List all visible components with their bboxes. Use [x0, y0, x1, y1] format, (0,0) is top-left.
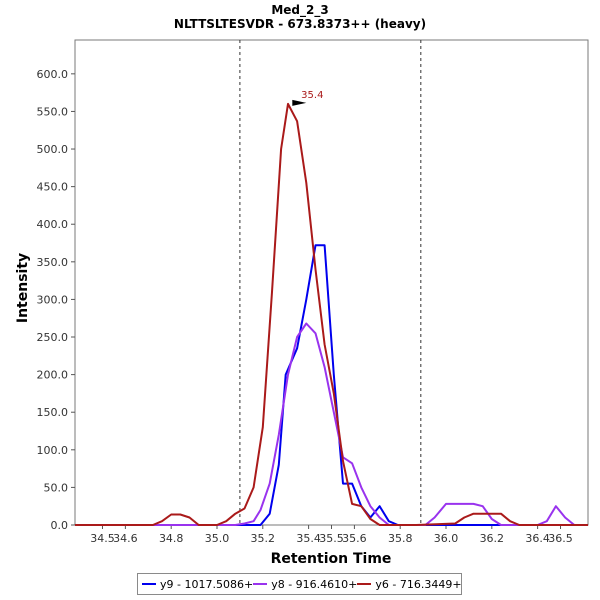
y-tick-label: 600.0: [37, 68, 69, 81]
x-tick-label: 35.6: [342, 532, 367, 545]
y-tick-label: 300.0: [37, 293, 69, 306]
legend-item: y9 - 1017.5086+: [142, 578, 253, 591]
x-tick-label: 35.0: [205, 532, 230, 545]
y-tick-label: 450.0: [37, 181, 69, 194]
legend-item: y6 - 716.3449+: [357, 577, 462, 591]
legend-label: y9 - 1017.5086+: [160, 577, 254, 591]
peak-annotation-label: 35.4: [301, 90, 323, 101]
x-tick-label: 35.2: [251, 532, 276, 545]
x-tick-label: 35.5: [319, 532, 344, 545]
legend-swatch: [253, 583, 268, 585]
y-tick-label: 350.0: [37, 256, 69, 269]
peak-marker-arrow: [292, 99, 307, 106]
x-tick-label: 35.8: [388, 532, 413, 545]
y-tick-label: 200.0: [37, 369, 69, 382]
y-tick-label: 500.0: [37, 143, 69, 156]
x-axis-label: Retention Time: [271, 551, 392, 567]
legend-label: y8 - 916.4610+: [271, 577, 358, 591]
legend: y9 - 1017.5086+ y8 - 916.4610+ y6 - 716.34…: [137, 573, 462, 595]
x-tick-label: 36.4: [525, 532, 550, 545]
legend-swatch: [142, 583, 156, 585]
legend-swatch: [357, 583, 372, 585]
x-tick-label: 36.2: [480, 532, 505, 545]
plot-area: [74, 39, 589, 526]
y-tick-label: 400.0: [37, 218, 69, 231]
chart-title: Med_2_3: [271, 3, 329, 17]
y-tick-label: 150.0: [37, 406, 69, 419]
y-axis-label: Intensity: [15, 253, 31, 323]
y-tick-label: 250.0: [37, 331, 69, 344]
series-line-3: [75, 102, 588, 526]
y-tick-label: 100.0: [37, 444, 69, 457]
y-tick-label: 50.0: [44, 481, 69, 494]
x-tick-label: 34.6: [113, 532, 138, 545]
x-tick-label: 35.4: [296, 532, 321, 545]
y-tick-label: 550.0: [37, 105, 69, 118]
x-tick-label: 36.0: [434, 532, 459, 545]
x-tick-label: 36.5: [548, 532, 573, 545]
y-tick-label: 0.0: [51, 519, 69, 532]
x-tick-label: 34.5: [90, 532, 115, 545]
legend-item: y8 - 916.4610+: [253, 578, 357, 591]
chart-subtitle: NLTTSLTESVDR - 673.8373++ (heavy): [173, 17, 427, 31]
legend-label: y6 - 716.3449+: [375, 577, 462, 591]
x-tick-label: 34.8: [159, 532, 184, 545]
